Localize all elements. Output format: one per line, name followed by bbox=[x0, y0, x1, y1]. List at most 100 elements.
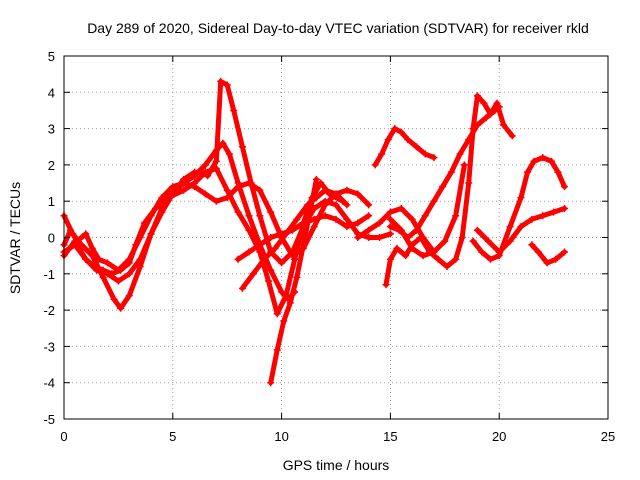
series-line bbox=[470, 155, 567, 262]
data-point bbox=[223, 194, 231, 202]
x-tick-label: 20 bbox=[492, 429, 506, 444]
x-tick-label: 25 bbox=[601, 429, 615, 444]
data-point bbox=[386, 230, 394, 238]
data-point bbox=[95, 255, 103, 263]
data-point bbox=[278, 288, 286, 296]
data-point bbox=[321, 186, 329, 194]
data-point bbox=[219, 139, 227, 147]
data-point bbox=[158, 194, 166, 202]
data-point bbox=[108, 270, 116, 278]
data-point bbox=[376, 234, 384, 241]
y-tick-label: -3 bbox=[43, 339, 55, 354]
data-point bbox=[473, 92, 481, 100]
data-point bbox=[391, 125, 399, 133]
series-track-12 bbox=[386, 161, 468, 260]
data-point bbox=[458, 234, 466, 241]
data-point bbox=[256, 186, 264, 194]
data-point bbox=[484, 237, 492, 245]
data-point bbox=[404, 135, 412, 143]
data-point bbox=[402, 252, 410, 260]
data-point bbox=[147, 212, 155, 220]
data-point bbox=[317, 179, 325, 187]
data-point bbox=[473, 121, 481, 129]
data-point bbox=[365, 212, 373, 220]
series-track-7 bbox=[267, 175, 320, 387]
data-point bbox=[267, 208, 275, 216]
data-point bbox=[434, 255, 442, 263]
data-point bbox=[500, 121, 508, 129]
data-point bbox=[506, 237, 514, 245]
data-point bbox=[419, 234, 427, 241]
data-point bbox=[223, 186, 231, 194]
data-point bbox=[267, 379, 275, 387]
data-point bbox=[312, 175, 320, 183]
data-point bbox=[430, 197, 438, 205]
data-point bbox=[282, 292, 290, 300]
data-point bbox=[278, 259, 286, 267]
series-line bbox=[355, 206, 437, 255]
data-point bbox=[169, 183, 177, 191]
data-point bbox=[452, 255, 460, 263]
data-point bbox=[517, 223, 525, 231]
data-point bbox=[486, 255, 494, 263]
y-tick-label: 2 bbox=[48, 158, 55, 173]
data-point bbox=[456, 150, 464, 158]
data-point bbox=[180, 179, 188, 187]
data-point bbox=[365, 201, 373, 209]
data-point bbox=[99, 273, 107, 281]
data-point bbox=[547, 157, 555, 165]
data-point bbox=[441, 237, 449, 245]
data-point bbox=[371, 161, 379, 169]
data-point bbox=[293, 273, 301, 281]
series-track-15 bbox=[528, 241, 568, 267]
data-point bbox=[460, 161, 468, 169]
y-tick-label: 0 bbox=[48, 231, 55, 246]
data-point bbox=[321, 212, 329, 220]
data-point bbox=[386, 215, 394, 223]
data-point bbox=[554, 168, 562, 176]
data-point bbox=[386, 255, 394, 263]
data-point bbox=[480, 99, 488, 107]
data-point bbox=[299, 241, 307, 249]
data-point bbox=[201, 190, 209, 198]
data-point bbox=[343, 215, 351, 223]
data-point bbox=[238, 143, 246, 151]
data-point bbox=[267, 266, 275, 274]
data-point bbox=[386, 208, 394, 216]
data-point bbox=[230, 106, 238, 114]
series-track-6 bbox=[234, 212, 373, 263]
data-point bbox=[256, 248, 264, 256]
data-point bbox=[164, 194, 172, 202]
data-point bbox=[201, 168, 209, 176]
data-point bbox=[523, 168, 531, 176]
data-point bbox=[560, 183, 568, 191]
data-point bbox=[125, 292, 133, 300]
data-point bbox=[273, 310, 281, 318]
y-tick-label: 4 bbox=[48, 85, 55, 100]
data-point bbox=[419, 252, 427, 260]
series-line bbox=[61, 78, 393, 284]
data-point bbox=[495, 252, 503, 260]
data-point bbox=[378, 150, 386, 158]
data-point bbox=[88, 244, 96, 252]
data-point bbox=[310, 223, 318, 231]
data-point bbox=[136, 234, 144, 241]
data-point bbox=[225, 150, 233, 158]
data-point bbox=[552, 255, 560, 263]
series-track-13 bbox=[473, 204, 568, 256]
data-point bbox=[147, 230, 155, 238]
data-point bbox=[310, 215, 318, 223]
data-point bbox=[191, 168, 199, 176]
data-point bbox=[104, 259, 112, 267]
data-point bbox=[530, 157, 538, 165]
data-point bbox=[386, 223, 394, 231]
data-point bbox=[293, 215, 301, 223]
grid bbox=[64, 56, 608, 419]
data-point bbox=[397, 128, 405, 136]
data-point bbox=[136, 255, 144, 263]
data-point bbox=[217, 77, 225, 85]
data-point bbox=[245, 212, 253, 220]
data-point bbox=[125, 255, 133, 263]
data-point bbox=[343, 201, 351, 209]
data-point bbox=[82, 230, 90, 238]
